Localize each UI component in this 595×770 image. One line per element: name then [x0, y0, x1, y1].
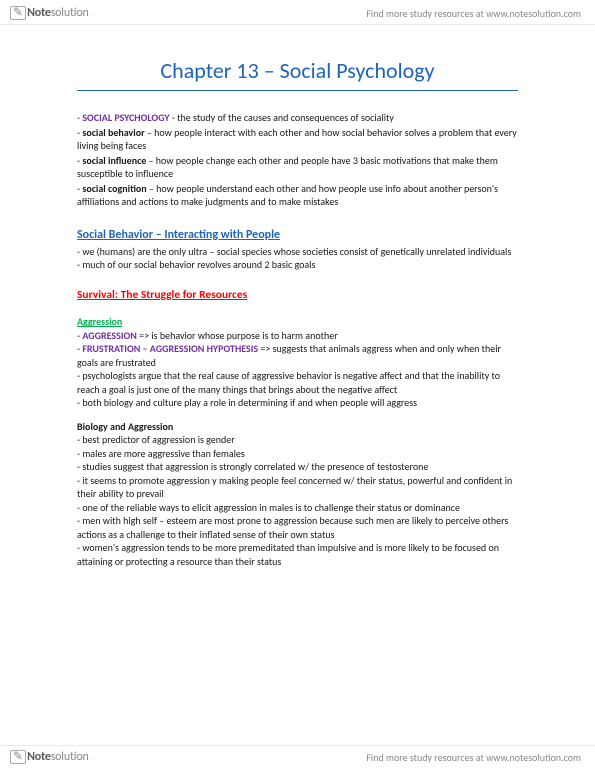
logo-text: Notesolution: [27, 6, 89, 20]
resources-link[interactable]: Find more study resources at www.notesol…: [366, 7, 581, 20]
line: - studies suggest that aggression is str…: [77, 460, 518, 474]
footer-bar: ✎ Notesolution Find more study resources…: [0, 745, 595, 770]
header-bar: ✎ Notesolution Find more study resources…: [0, 0, 595, 25]
section-aggression: Aggression - AGGRESSION => is behavior w…: [77, 315, 518, 410]
heading-survival: Survival: The Struggle for Resources: [77, 288, 518, 304]
logo-text: Notesolution: [27, 750, 89, 764]
logo[interactable]: ✎ Notesolution: [10, 6, 89, 20]
line: - males are more aggressive than females: [77, 447, 518, 461]
line: - psychologists argue that the real caus…: [77, 369, 518, 396]
heading-social-behavior: Social Behavior – Interacting with Peopl…: [77, 227, 518, 243]
def-social-behavior: - social behavior – how people interact …: [77, 126, 518, 153]
def-frustration-hypothesis: - FRUSTRATION – AGGRESSION HYPOTHESIS =>…: [77, 342, 518, 369]
line: - one of the reliable ways to elicit agg…: [77, 501, 518, 515]
note-icon: ✎: [10, 6, 26, 20]
section-survival: Survival: The Struggle for Resources: [77, 288, 518, 304]
line: - it seems to promote aggression y makin…: [77, 474, 518, 501]
note-icon: ✎: [10, 750, 26, 764]
line: - much of our social behavior revolves a…: [77, 258, 518, 272]
heading-aggression: Aggression: [77, 315, 518, 329]
line: - men with high self – esteem are most p…: [77, 514, 518, 541]
def-social-cognition: - social cognition – how people understa…: [77, 182, 518, 209]
chapter-title: Chapter 13 – Social Psychology: [77, 57, 518, 91]
line: - best predictor of aggression is gender: [77, 433, 518, 447]
heading-biology: Biology and Aggression: [77, 420, 518, 434]
definitions-block: - SOCIAL PSYCHOLOGY - the study of the c…: [77, 111, 518, 209]
line: - both biology and culture play a role i…: [77, 396, 518, 410]
footer-resources-link[interactable]: Find more study resources at www.notesol…: [366, 751, 581, 764]
line: - women's aggression tends to be more pr…: [77, 541, 518, 568]
line: - we (humans) are the only ultra – socia…: [77, 245, 518, 259]
footer-logo[interactable]: ✎ Notesolution: [10, 750, 89, 764]
section-social-behavior: Social Behavior – Interacting with Peopl…: [77, 227, 518, 272]
def-aggression: - AGGRESSION => is behavior whose purpos…: [77, 329, 518, 343]
document-page: Chapter 13 – Social Psychology - SOCIAL …: [0, 25, 595, 578]
section-biology: Biology and Aggression - best predictor …: [77, 420, 518, 569]
def-social-influence: - social influence – how people change e…: [77, 154, 518, 181]
def-social-psychology: - SOCIAL PSYCHOLOGY - the study of the c…: [77, 111, 518, 125]
